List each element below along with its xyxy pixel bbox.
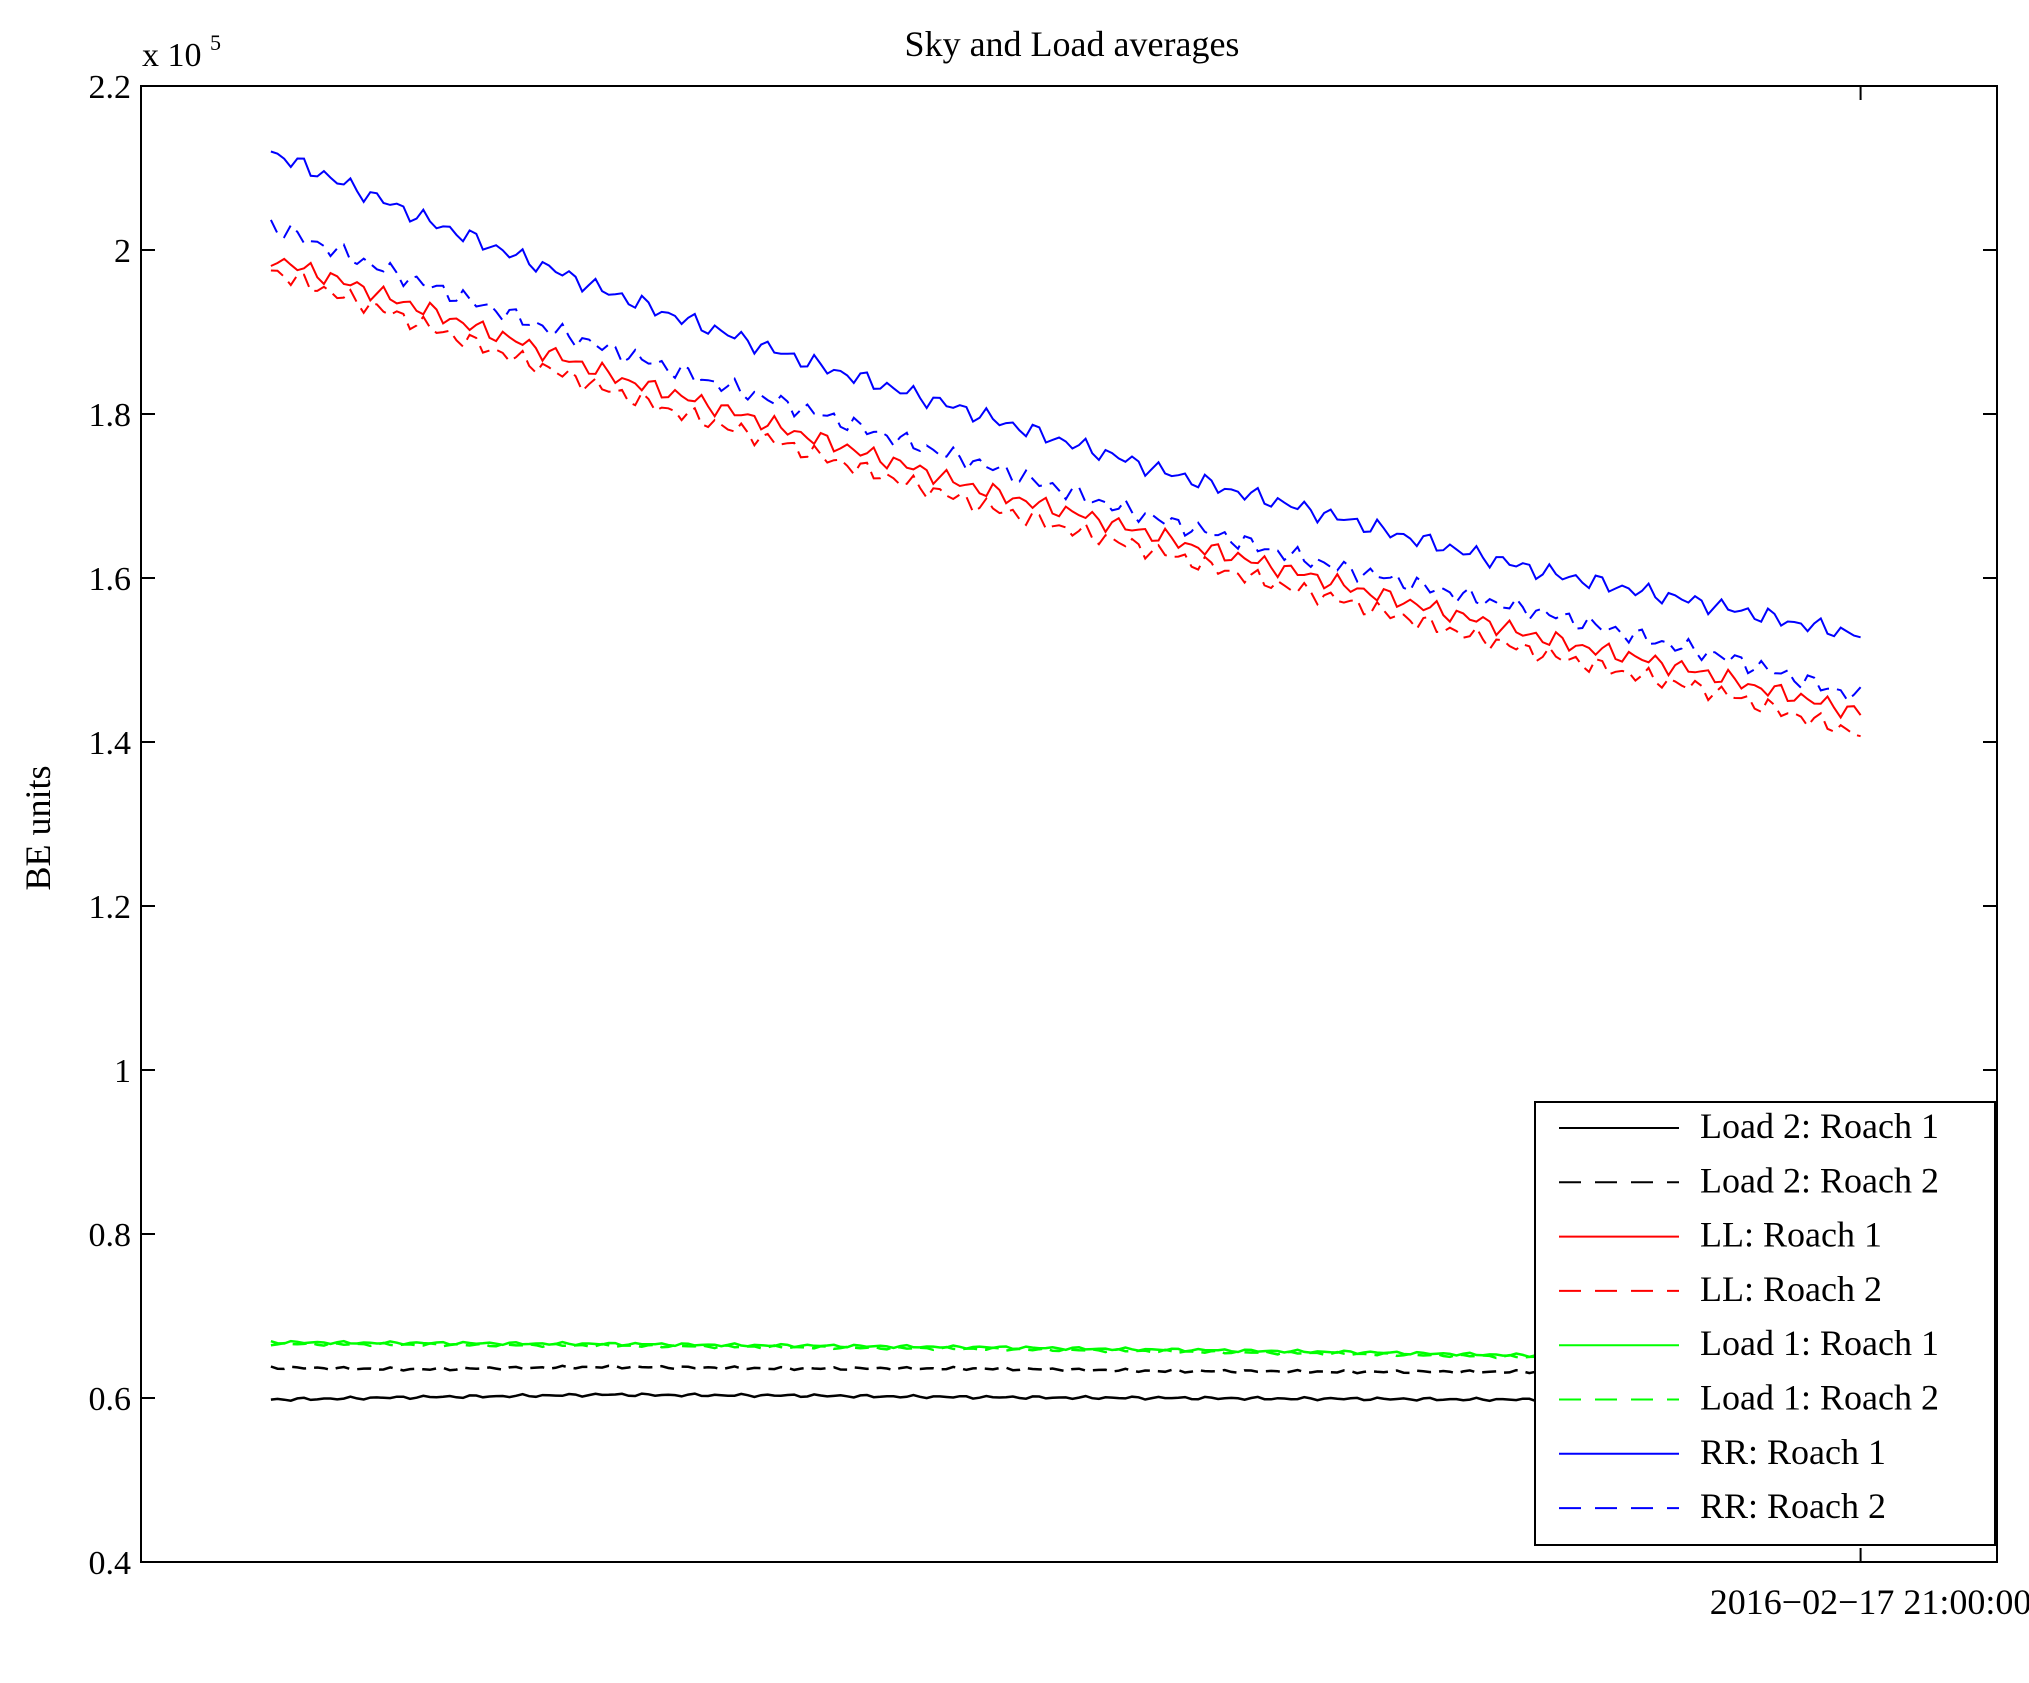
series-line-rr-roach-1 [270,150,1861,639]
legend-box [1534,1101,1996,1546]
series-line-rr-roach-2 [270,219,1862,702]
y-tick-label: 1 [114,1053,131,1090]
y-tick-label: 2 [114,233,131,270]
legend-label-load-2-roach-2: Load 2: Roach 2 [1700,1160,1939,1200]
y-axis-label: BE units [18,765,58,890]
plot-frame [140,85,1998,1563]
y-tick-label: 0.4 [89,1545,132,1582]
y-tick-label: 1.4 [89,725,132,762]
series-line-ll-roach-1 [270,257,1862,720]
chart-title: Sky and Load averages [905,24,1240,64]
legend-entries: Load 2: Roach 1 Load 2: Roach 2 LL: Roach … [1559,1106,1939,1526]
series-line-ll-roach-2 [270,269,1861,738]
y-axis-multiplier-base: x 10 [142,37,202,74]
y-tick-label: 0.6 [89,1381,132,1418]
y-tick-label: 1.2 [89,889,132,926]
y-axis-multiplier-exponent: 5 [210,30,221,55]
y-tick-label: 0.8 [89,1217,132,1254]
y-tick-label: 2.2 [89,69,132,106]
y-ticks: 0.4 0.6 0.8 1 1.2 1.4 1.6 1.8 2 2.2 [89,69,1997,1582]
y-tick-label: 1.6 [89,561,132,598]
x-tick-label: 2016−02−17 21:00:00 [1710,1582,2029,1622]
legend-label-ll-roach-1: LL: Roach 1 [1700,1215,1882,1255]
legend-label-rr-roach-2: RR: Roach 2 [1700,1486,1886,1526]
legend-label-rr-roach-1: RR: Roach 1 [1700,1432,1886,1472]
y-tick-label: 1.8 [89,397,132,434]
legend-label-load-1-roach-1: Load 1: Roach 1 [1700,1323,1939,1363]
x-ticks: 2016−02−17 21:00:00 [1710,86,2029,1622]
legend-label-ll-roach-2: LL: Roach 2 [1700,1269,1882,1309]
legend: Load 2: Roach 1 Load 2: Roach 2 LL: Roach … [1534,1101,1996,1546]
y-axis-multiplier: x 10 5 [142,30,221,74]
legend-label-load-1-roach-2: Load 1: Roach 2 [1700,1378,1939,1418]
legend-label-load-2-roach-1: Load 2: Roach 1 [1700,1106,1939,1146]
